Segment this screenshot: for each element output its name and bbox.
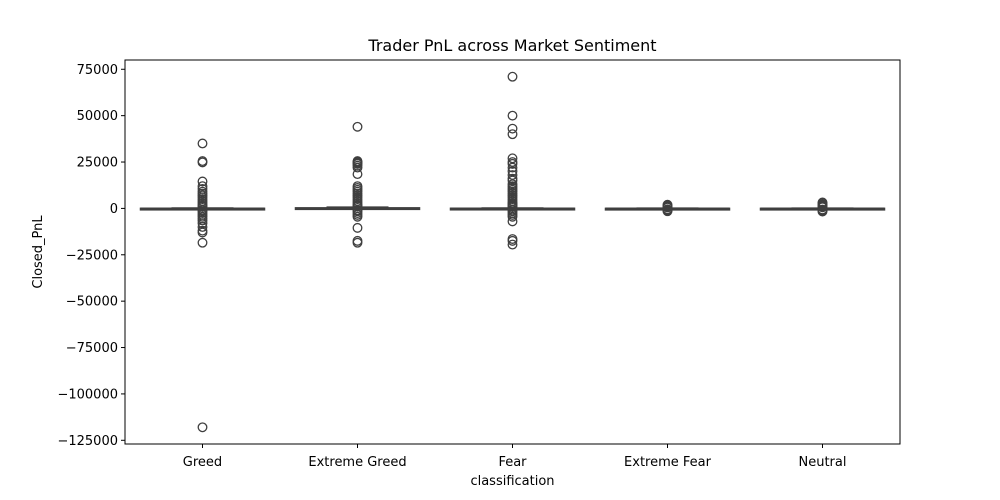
outlier-point bbox=[507, 162, 518, 173]
box-group-greed bbox=[139, 138, 266, 433]
x-tick-label: Fear bbox=[498, 455, 527, 470]
y-tick-label: −75000 bbox=[66, 341, 118, 356]
box-group-fear bbox=[449, 71, 576, 250]
outlier-point bbox=[507, 235, 518, 246]
outlier-point bbox=[507, 202, 518, 213]
outlier-point bbox=[817, 206, 828, 217]
outlier-point bbox=[352, 211, 363, 222]
plot-frame bbox=[124, 59, 901, 445]
outlier-point bbox=[197, 215, 208, 226]
x-tick-label: Extreme Greed bbox=[308, 455, 406, 470]
outlier-point bbox=[352, 121, 363, 132]
outlier-point bbox=[197, 222, 208, 232]
outlier-point bbox=[197, 157, 208, 168]
x-axis-label: classification bbox=[470, 474, 554, 489]
outlier-point bbox=[352, 169, 363, 180]
y-tick-label: −125000 bbox=[57, 434, 118, 449]
x-tick-label: Greed bbox=[183, 455, 222, 470]
box-group-neutral bbox=[759, 197, 886, 217]
outlier-point bbox=[507, 239, 518, 250]
plot-area bbox=[139, 71, 886, 433]
outlier-point bbox=[507, 123, 518, 134]
outlier-point bbox=[507, 170, 518, 180]
outlier-point bbox=[507, 158, 518, 169]
outlier-point bbox=[507, 216, 518, 227]
outlier-point bbox=[197, 138, 208, 149]
outlier-point bbox=[197, 227, 208, 238]
x-tick-label: Extreme Fear bbox=[624, 455, 712, 470]
x-axis: Greed Extreme Greed Fear Extreme Fear Neutra… bbox=[183, 444, 847, 470]
y-tick-label: −25000 bbox=[66, 248, 118, 263]
outlier-point bbox=[352, 222, 363, 233]
outlier-point bbox=[352, 162, 363, 173]
outlier-point bbox=[197, 176, 208, 187]
y-axis: 75000 50000 25000 0 −25000 −50000 −75000 −10000… bbox=[57, 63, 125, 449]
y-tick-label: 50000 bbox=[77, 109, 118, 124]
outlier-point bbox=[507, 110, 518, 121]
y-tick-label: −50000 bbox=[66, 295, 118, 310]
outlier-point bbox=[352, 237, 363, 248]
y-axis-label: Closed_PnL bbox=[31, 215, 46, 289]
outlier-point bbox=[197, 237, 208, 248]
outlier-point bbox=[507, 153, 518, 164]
outlier-point bbox=[197, 422, 208, 433]
box-group-extreme-greed bbox=[294, 121, 421, 248]
outlier-point bbox=[507, 71, 518, 82]
y-tick-label: 0 bbox=[110, 202, 118, 217]
outlier-point bbox=[662, 206, 673, 217]
y-tick-label: 25000 bbox=[77, 156, 118, 171]
y-tick-label: −100000 bbox=[57, 387, 118, 402]
outlier-point bbox=[507, 166, 518, 177]
x-tick-label: Neutral bbox=[799, 455, 847, 470]
y-tick-label: 75000 bbox=[77, 63, 118, 78]
outlier-point bbox=[507, 175, 518, 186]
outlier-point bbox=[507, 129, 518, 140]
outlier-point bbox=[197, 181, 208, 192]
chart-title: Trader PnL across Market Sentiment bbox=[367, 36, 656, 55]
outlier-point bbox=[507, 211, 518, 222]
outlier-point bbox=[197, 218, 208, 229]
box-group-extreme-fear bbox=[604, 199, 731, 217]
